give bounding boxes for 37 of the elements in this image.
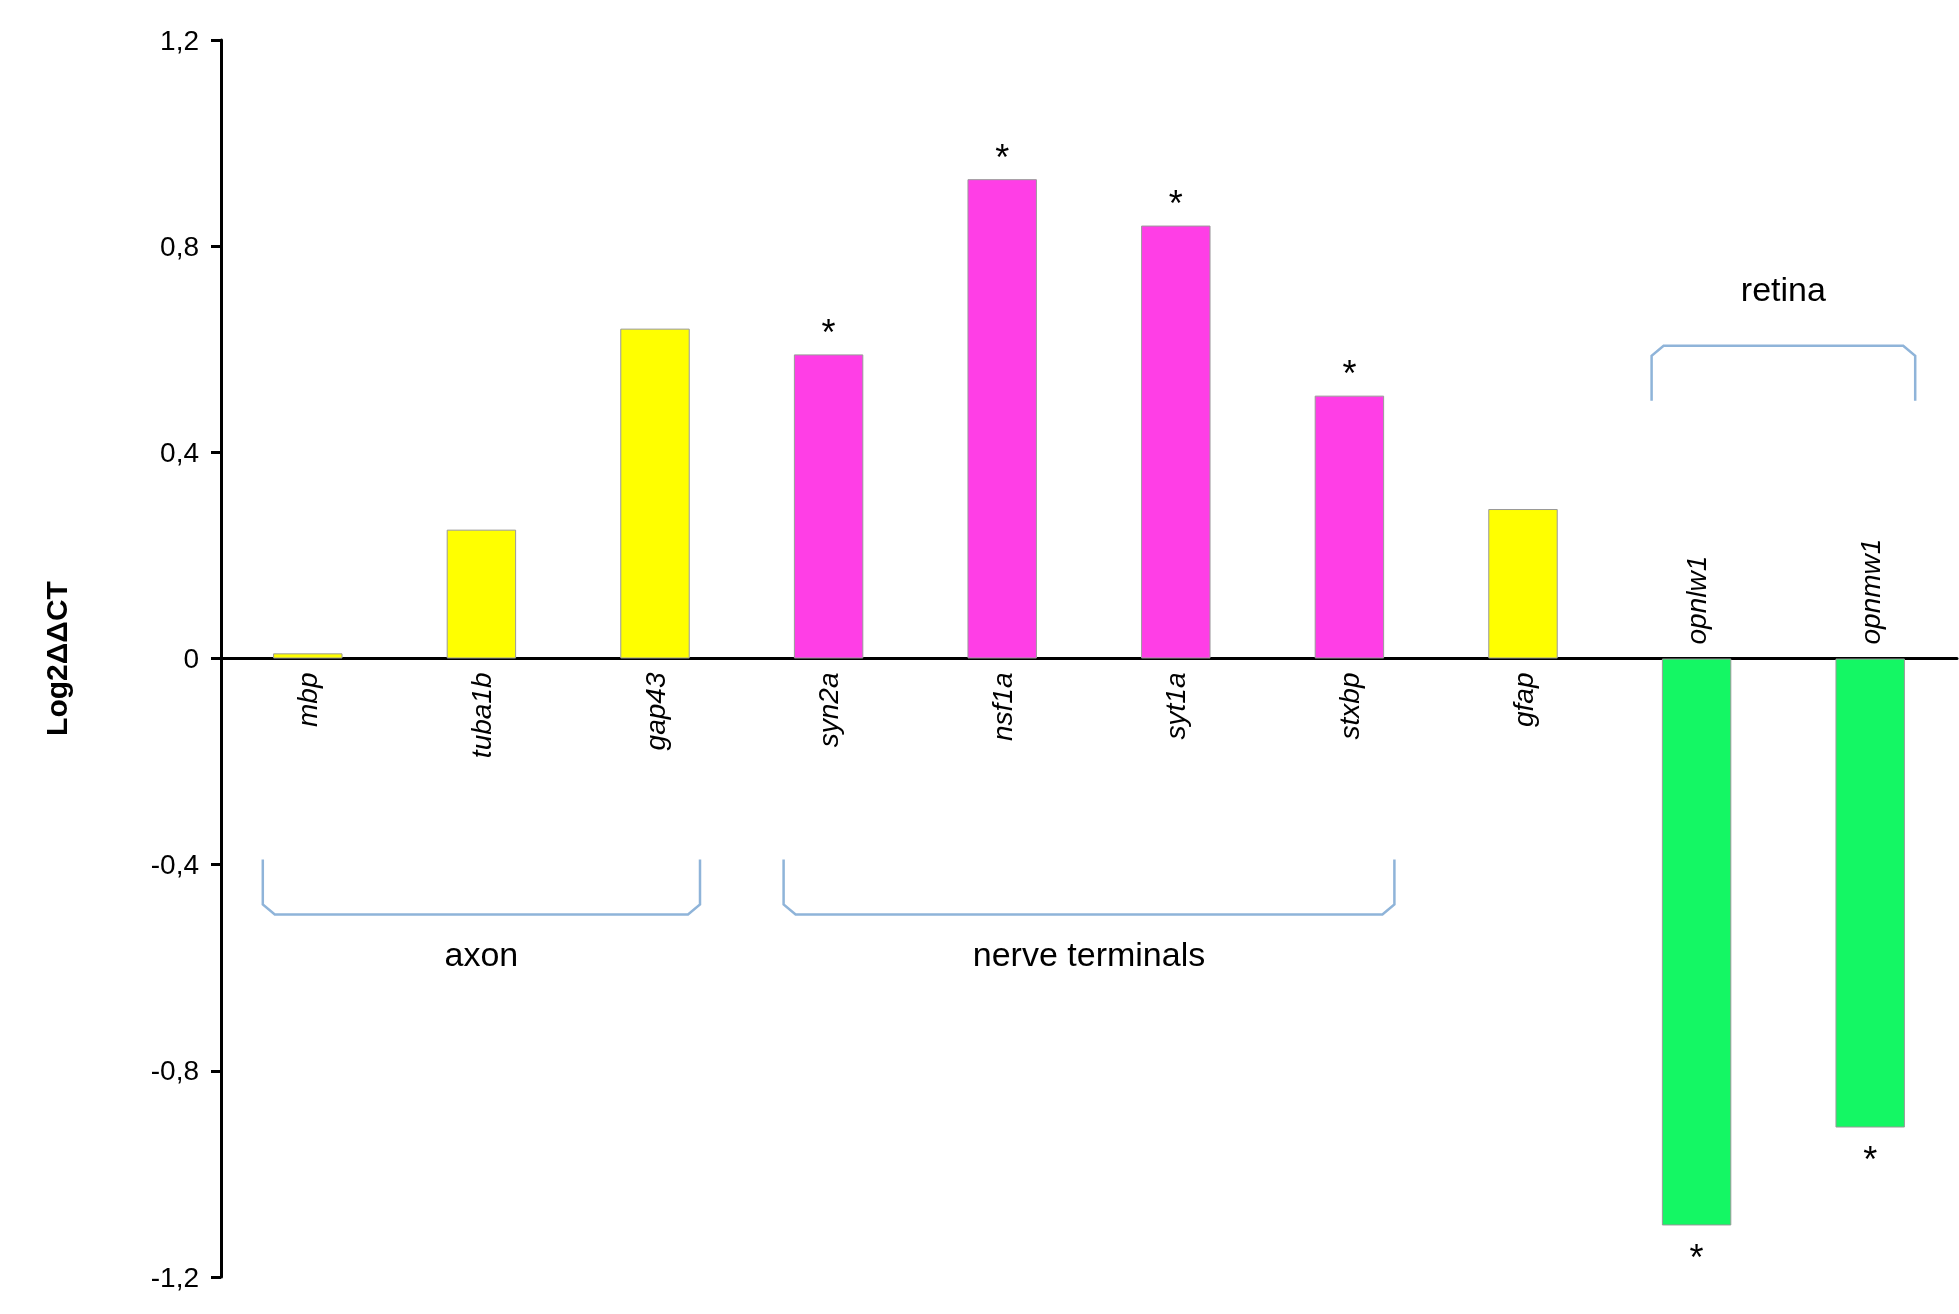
bar <box>620 328 690 659</box>
x-tick-label: gap43 <box>639 672 671 751</box>
bar <box>1141 225 1211 659</box>
x-tick-label: syt1a <box>1160 672 1192 740</box>
x-tick-label: syn2a <box>813 672 845 748</box>
y-tick-label: 0 <box>183 643 199 674</box>
y-tick-label: -0,4 <box>150 849 199 881</box>
y-tick-label: -1,2 <box>150 1261 199 1293</box>
bar <box>1314 395 1385 659</box>
bar <box>1488 509 1558 659</box>
annotation: * <box>995 136 1010 178</box>
annotation: nerve terminals <box>972 934 1206 973</box>
x-tick-label: opnmw1 <box>1854 538 1886 645</box>
bar <box>446 529 517 659</box>
y-axis-title: Log2ΔΔCT <box>39 581 73 736</box>
annotation: * <box>1863 1139 1878 1181</box>
bar <box>1661 658 1732 1226</box>
bar <box>967 179 1037 659</box>
y-tick-label: 0,8 <box>160 230 199 262</box>
annotation: retina <box>1740 269 1827 308</box>
annotation: axon <box>444 934 519 973</box>
y-tick-label: 0,4 <box>160 436 199 468</box>
x-tick-label: opnlw1 <box>1681 555 1713 645</box>
x-tick-label: tuba1b <box>465 672 497 759</box>
x-tick-label: nsf1a <box>986 672 1018 741</box>
bar <box>793 354 864 659</box>
bar <box>1835 658 1905 1128</box>
y-tick-label: 1,2 <box>160 24 199 56</box>
x-tick-label: gfap <box>1507 672 1539 727</box>
annotation: * <box>821 311 836 353</box>
annotation: * <box>1168 183 1183 225</box>
x-tick-label: mbp <box>292 672 324 727</box>
annotation: * <box>1342 353 1357 395</box>
annotation: * <box>1689 1236 1704 1278</box>
bar <box>273 653 343 659</box>
y-tick-label: -0,8 <box>150 1055 199 1087</box>
x-tick-label: stxbp <box>1333 672 1365 740</box>
